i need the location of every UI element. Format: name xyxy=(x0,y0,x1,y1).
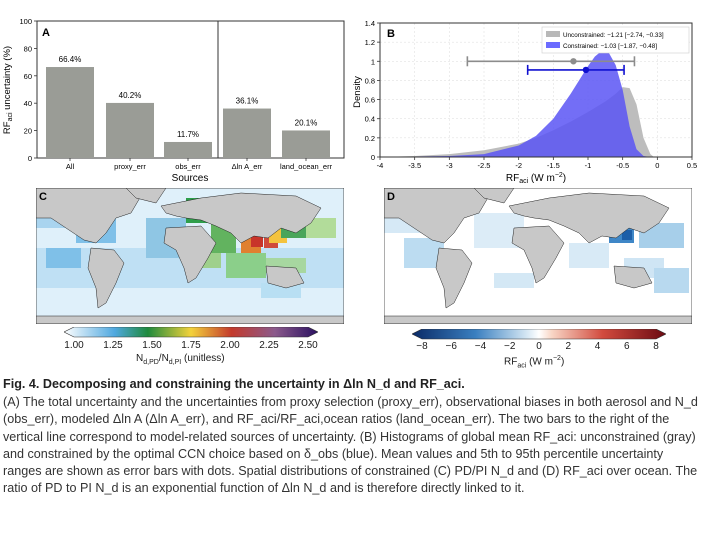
panel-d-colorbar-ticks: −8 −6 −4 −2 0 2 4 6 8 xyxy=(412,341,666,355)
constrained-density-area xyxy=(380,50,651,157)
panel-d-map: D xyxy=(384,188,692,324)
y-tick-label: 0.8 xyxy=(365,76,375,85)
x-tick-label: -2 xyxy=(515,161,522,170)
panel-c-colorbar-ticks: 1.00 1.25 1.50 1.75 2.00 2.25 2.50 xyxy=(64,340,318,354)
bar-data-label: 66.4% xyxy=(59,55,82,64)
x-tick-label: -3 xyxy=(446,161,453,170)
bar-data-label: 36.1% xyxy=(236,97,259,106)
colorbar-tick-label: 2.00 xyxy=(220,340,240,351)
bar-data-label: 40.2% xyxy=(119,91,142,100)
panel-b-ylabel: Density xyxy=(352,76,363,108)
y-tick-label: 0 xyxy=(28,154,32,163)
x-tick-label: -0.5 xyxy=(616,161,629,170)
y-tick-label: 1.4 xyxy=(365,19,375,28)
y-tick-label: 80 xyxy=(24,44,32,53)
land-masses xyxy=(384,188,692,324)
panel-c-colorbar-label: Nd,PD/Nd,PI (unitless) xyxy=(136,353,225,366)
x-tick-label: 0.5 xyxy=(687,161,697,170)
legend-swatch-constrained xyxy=(546,42,560,48)
panel-b-letter: B xyxy=(387,28,395,40)
legend-label-constrained: Constrained: −1.03 [−1.87, −0.48] xyxy=(563,43,657,50)
y-tick-label: 60 xyxy=(24,72,32,81)
bar-data-label: 20.1% xyxy=(295,118,318,127)
y-tick-label: 40 xyxy=(24,99,32,108)
bar-0 xyxy=(46,67,94,158)
caption-title: Fig. 4. Decomposing and constraining the… xyxy=(3,376,703,393)
panel-b-frame xyxy=(379,22,693,158)
bar-data-label: 11.7% xyxy=(177,130,199,139)
colorbar-tick-label: 2.25 xyxy=(259,340,279,351)
unconstrained-mean-dot xyxy=(570,58,577,65)
colorbar-tick-label: 8 xyxy=(653,341,659,352)
x-tick-label: -1.5 xyxy=(547,161,560,170)
panel-b-xlabel: RFaci (W m−2) xyxy=(506,172,566,185)
y-tick-label: 0 xyxy=(371,153,375,162)
x-tick-label: -2.5 xyxy=(478,161,491,170)
colorbar-tick-label: 1.25 xyxy=(103,340,123,351)
y-tick-label: 100 xyxy=(19,17,32,26)
panel-b-legend: Unconstrained: −1.21 [−2.74, −0.33] Cons… xyxy=(541,26,690,54)
x-tick-label: -4 xyxy=(377,161,384,170)
panel-c-map: C xyxy=(36,188,344,324)
colorbar-tick-label: −8 xyxy=(416,341,428,352)
caption-figure-number: Fig. 4. xyxy=(3,377,40,391)
x-tick-label: Δln A_err xyxy=(232,162,263,171)
panel-a-ylabel: RFaci uncertainty (%) xyxy=(2,46,14,134)
y-tick-label: 1.2 xyxy=(365,38,375,47)
colorbar-tick-label: 6 xyxy=(623,341,630,352)
panel-d-colorbar-label: RFaci (W m−2) xyxy=(504,355,565,370)
x-tick-label: -3.5 xyxy=(408,161,421,170)
colorbar-tick-label: −2 xyxy=(504,341,516,352)
panel-d-letter: D xyxy=(387,191,395,203)
y-tick-label: 0.2 xyxy=(365,134,375,143)
bar-1 xyxy=(106,102,154,158)
x-tick-label: obs_err xyxy=(175,162,201,171)
colorbar-tick-label: 2 xyxy=(565,341,572,352)
legend-swatch-unconstrained xyxy=(546,31,560,37)
panel-a-bar-chart: A 0 20 40 60 80 100 66.4% All 40.2% proxy_err 11.… xyxy=(2,17,345,184)
caption-title-text: Decomposing and constraining the uncerta… xyxy=(42,377,465,391)
colorbar-tick-label: 1.75 xyxy=(181,340,201,351)
y-tick-label: 0.4 xyxy=(365,115,375,124)
land-masses xyxy=(36,188,344,324)
panel-c-colorbar xyxy=(64,327,318,338)
panel-a-xlabel: Sources xyxy=(172,173,209,184)
legend-label-unconstrained: Unconstrained: −1.21 [−2.74, −0.33] xyxy=(563,32,664,39)
constrained-mean-dot xyxy=(582,66,590,74)
x-tick-label: -1 xyxy=(585,161,592,170)
bar-4 xyxy=(282,130,330,158)
colorbar-tick-label: 0 xyxy=(536,341,542,352)
panel-d-colorbar xyxy=(412,329,666,340)
bar-2 xyxy=(164,141,212,158)
panel-c-letter: C xyxy=(39,191,47,203)
y-tick-label: 0.6 xyxy=(365,96,375,105)
colorbar-tick-label: −4 xyxy=(474,341,487,352)
panel-a-letter: A xyxy=(42,27,50,39)
colorbar-tick-label: 4 xyxy=(594,341,601,352)
panel-b-density-chart: -4 -3.5 -3 -2.5 -2 -1.5 -1 -0.5 0 0.5 0 0.2 0.4 0.6 0.… xyxy=(352,19,697,185)
y-tick-label: 20 xyxy=(24,127,32,136)
x-tick-label: 0 xyxy=(655,161,659,170)
x-tick-label: land_ocean_err xyxy=(280,162,333,171)
colorbar-tick-label: 2.50 xyxy=(298,340,318,351)
colorbar-tick-label: 1.00 xyxy=(64,340,84,351)
x-tick-label: All xyxy=(66,162,75,171)
colorbar-tick-label: −6 xyxy=(445,341,457,352)
colorbar-tick-label: 1.50 xyxy=(142,340,162,351)
y-tick-label: 1 xyxy=(371,57,375,66)
bar-3 xyxy=(223,108,271,158)
figure-caption: Fig. 4. Decomposing and constraining the… xyxy=(3,376,703,497)
caption-body: (A) The total uncertainty and the uncert… xyxy=(3,395,698,496)
x-tick-label: proxy_err xyxy=(114,162,146,171)
